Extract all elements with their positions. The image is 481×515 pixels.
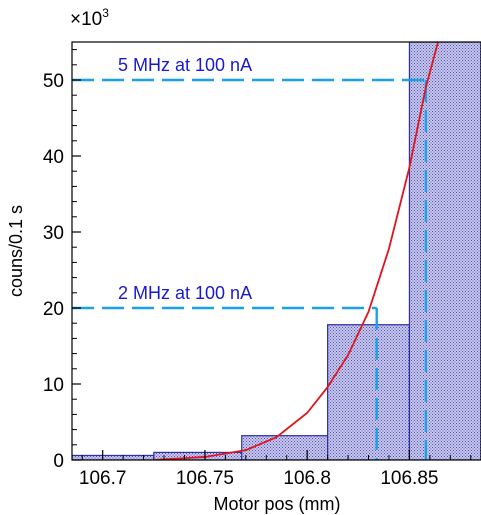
y-tick-label: 40 (43, 147, 64, 168)
x-tick-label: 106.75 (176, 468, 234, 489)
fit-curve (153, 42, 439, 460)
y-tick-label: 10 (43, 375, 64, 396)
x-tick-label: 106.85 (380, 468, 438, 489)
y-multiplier: ×103 (70, 6, 109, 30)
histogram-bar (72, 454, 155, 460)
annotation-label: 5 MHz at 100 nA (118, 55, 252, 75)
y-tick-label: 0 (53, 451, 64, 472)
histogram-bar (327, 324, 411, 460)
plot-frame (71, 41, 481, 461)
x-axis-label: Motor pos (mm) (213, 494, 340, 514)
x-tick-label: 106.7 (79, 468, 127, 489)
histogram-bars (72, 42, 481, 460)
x-axis-ticks: 106.7 106.75 106.8 106.85 (79, 450, 472, 489)
y-axis-label: couns/0.1 s (6, 205, 26, 297)
annotation-labels: 5 MHz at 100 nA 2 MHz at 100 nA (118, 55, 252, 303)
annotation-label: 2 MHz at 100 nA (118, 283, 252, 303)
y-axis-ticks: 0 10 20 30 40 50 (43, 49, 81, 472)
annotation-lines (72, 78, 427, 460)
y-tick-label: 20 (43, 299, 64, 320)
y-tick-label: 30 (43, 223, 64, 244)
x-tick-label: 106.8 (283, 468, 331, 489)
histogram-bar (408, 42, 481, 460)
histogram-bar (241, 435, 329, 460)
y-tick-label: 50 (43, 71, 64, 92)
